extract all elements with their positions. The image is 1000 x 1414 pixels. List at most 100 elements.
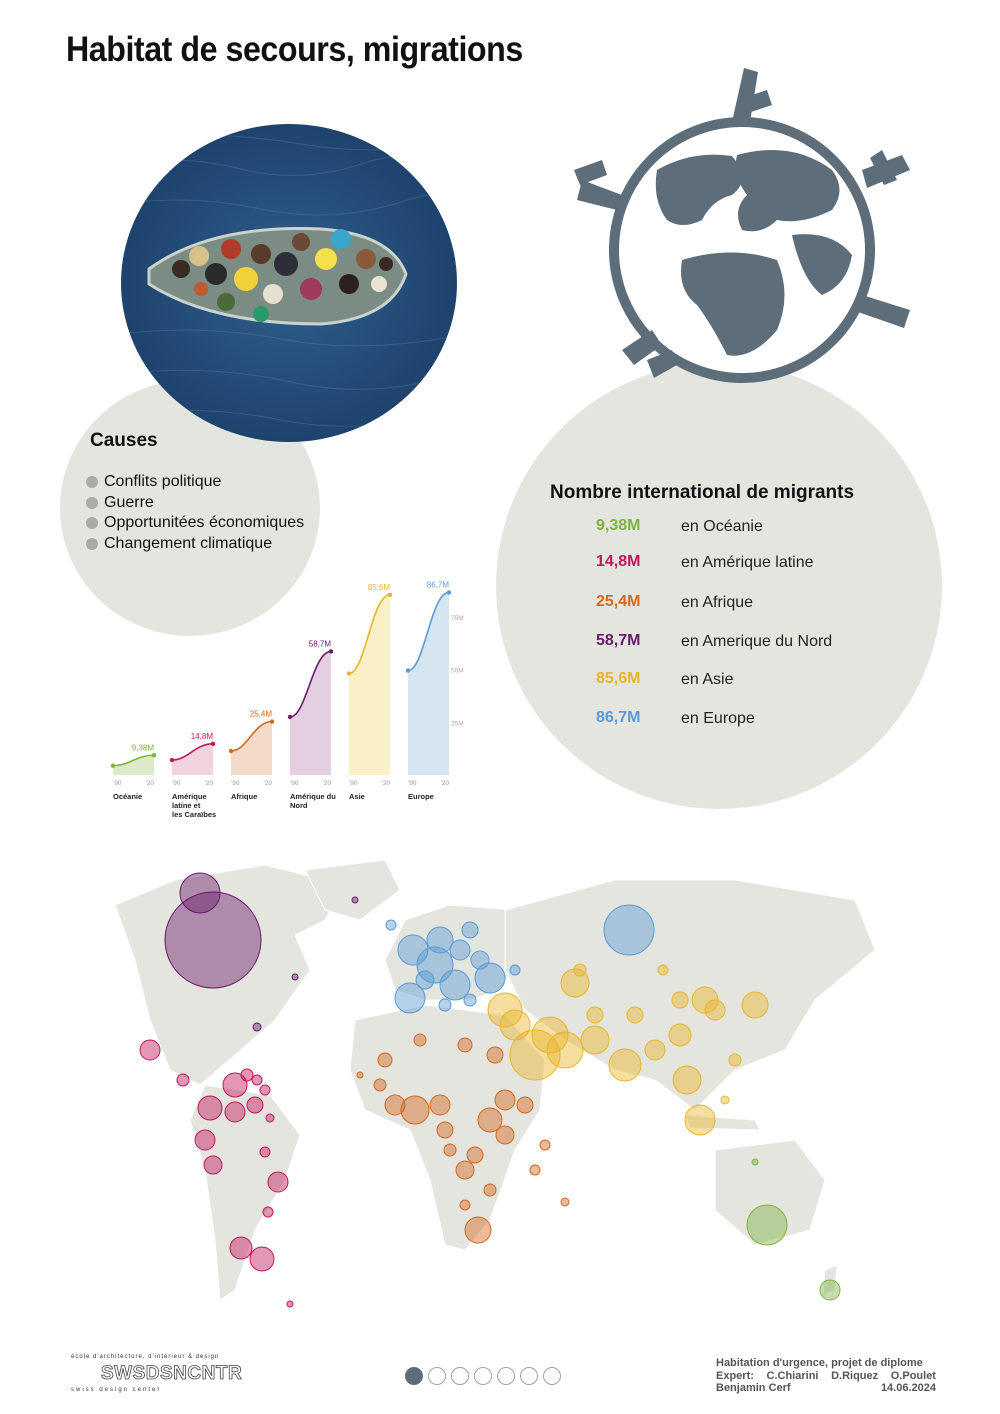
category-label-3: Amérique du [290, 792, 336, 801]
migrant-value-namerica: 58,7M [596, 632, 641, 649]
migrant-value-europe: 86,7M [596, 709, 641, 726]
migration-bubble [413, 1033, 427, 1047]
migration-bubble [438, 998, 452, 1012]
migration-bubble [291, 973, 299, 981]
migration-bubble [531, 1016, 569, 1054]
migration-bubble [449, 939, 471, 961]
series-line-5 [407, 591, 450, 672]
migration-bubble [529, 1164, 541, 1176]
migration-bubble [477, 1107, 503, 1133]
migration-bubble [539, 1139, 551, 1151]
page-dot[interactable] [520, 1367, 538, 1385]
migrant-value-africa: 25,4M [596, 593, 641, 610]
credits-author: Benjamin Cerf 14.06.2024 [716, 1382, 936, 1394]
x-tick-end-2: '20 [264, 780, 273, 787]
category-label-0: Océanie [113, 792, 142, 801]
migration-bubble [443, 1143, 457, 1157]
cause-label: Opportunitées économiques [104, 514, 305, 532]
cause-label: Guerre [104, 493, 154, 511]
x-tick-start-2: '90 [231, 780, 240, 787]
page-dot[interactable] [428, 1367, 446, 1385]
migration-bubble [509, 1029, 561, 1081]
series-line-3 [289, 650, 332, 718]
migration-bubble [672, 1065, 702, 1095]
x-tick-start-0: '90 [113, 780, 122, 787]
migration-bubble [751, 1158, 759, 1166]
migrant-value-oceania: 9,38M [596, 517, 641, 534]
causes-list: Conflits politique Guerre Opportunitées … [86, 472, 304, 554]
causes-title: Causes [90, 430, 158, 451]
y-tick-label: 25M [451, 720, 464, 727]
area-2 [231, 721, 272, 775]
school-name: école d'architecture, d'intérieur & desi… [71, 1354, 220, 1360]
migration-bubble [560, 1197, 570, 1207]
point-end-0 [151, 753, 157, 758]
migration-bubble [203, 1155, 223, 1175]
migration-bubble [684, 1104, 716, 1136]
migration-bubble [259, 1084, 271, 1096]
data-label-4: 85,6M [368, 583, 391, 592]
bullet-icon [86, 476, 98, 489]
page-dot[interactable] [474, 1367, 492, 1385]
point-start-3 [287, 714, 293, 720]
migration-bubble [267, 1171, 289, 1193]
migration-bubble [474, 962, 506, 994]
migration-bubble [377, 1052, 393, 1068]
migration-bubble [463, 993, 477, 1007]
migrant-growth-chart: 9,38M '90 '20 Océanie 14,8M '90 '20 Amériquelat… [110, 580, 464, 819]
x-tick-end-5: '20 [441, 780, 450, 787]
page-dot[interactable] [497, 1367, 515, 1385]
migration-bubble [439, 969, 471, 1001]
page-title: Habitat de secours, migrations [66, 30, 523, 69]
migration-bubble [461, 921, 479, 939]
data-label-5: 86,7M [427, 580, 450, 589]
migration-bubble [626, 1006, 644, 1024]
migration-bubble [259, 1146, 271, 1158]
credits-experts: Expert: C.Chiarini D.Riquez O.Poulet [716, 1369, 936, 1382]
page-dot[interactable] [543, 1367, 561, 1385]
page-dot[interactable] [405, 1367, 423, 1385]
category-label-3: Nord [290, 801, 308, 810]
migrant-label-oceania: en Océanie [681, 518, 763, 535]
data-label-1: 14,8M [191, 732, 214, 741]
migration-bubble [252, 1022, 262, 1032]
series-line-4 [348, 593, 391, 675]
migration-bubble [746, 1204, 788, 1246]
migration-bubble [671, 991, 689, 1009]
migrant-value-asia: 85,6M [596, 670, 641, 687]
y-tick-label: 50M [451, 668, 464, 675]
migration-bubble [741, 991, 769, 1019]
migration-bubble [494, 1089, 516, 1111]
migrant-label-latam: en Amérique latine [681, 554, 814, 571]
migration-bubble [164, 891, 262, 989]
data-label-0: 9,38M [132, 743, 155, 752]
migration-bubble [487, 992, 523, 1028]
migration-bubble [246, 1096, 264, 1114]
school-logo: SWSDSNCNTR [101, 1363, 243, 1385]
migrants-disc [496, 363, 942, 809]
point-start-5 [405, 668, 411, 673]
page-dot[interactable] [451, 1367, 469, 1385]
migration-bubble [580, 1025, 610, 1055]
x-tick-end-1: '20 [205, 780, 214, 787]
migration-bubble [483, 1183, 497, 1197]
point-end-2 [269, 719, 275, 724]
globe-illustration [562, 60, 922, 405]
migration-bubble [251, 1074, 263, 1086]
cause-item: Conflits politique [86, 472, 304, 493]
migration-bubble [657, 964, 669, 976]
migration-bubble [546, 1031, 584, 1069]
migration-bubble [457, 1037, 473, 1053]
data-label-2: 25,4M [250, 710, 273, 719]
migration-bubble [139, 1039, 161, 1061]
category-label-1: Amérique [172, 792, 207, 801]
migration-bubble [229, 1236, 253, 1260]
migration-bubble [573, 963, 587, 977]
migrant-label-africa: en Afrique [681, 594, 754, 611]
migration-bubble [644, 1039, 666, 1061]
category-label-1: les Caraïbes [172, 810, 216, 819]
point-end-5 [446, 590, 452, 595]
area-5 [408, 592, 449, 775]
migration-bubble [608, 1048, 642, 1082]
australia-landmass [714, 1139, 826, 1246]
